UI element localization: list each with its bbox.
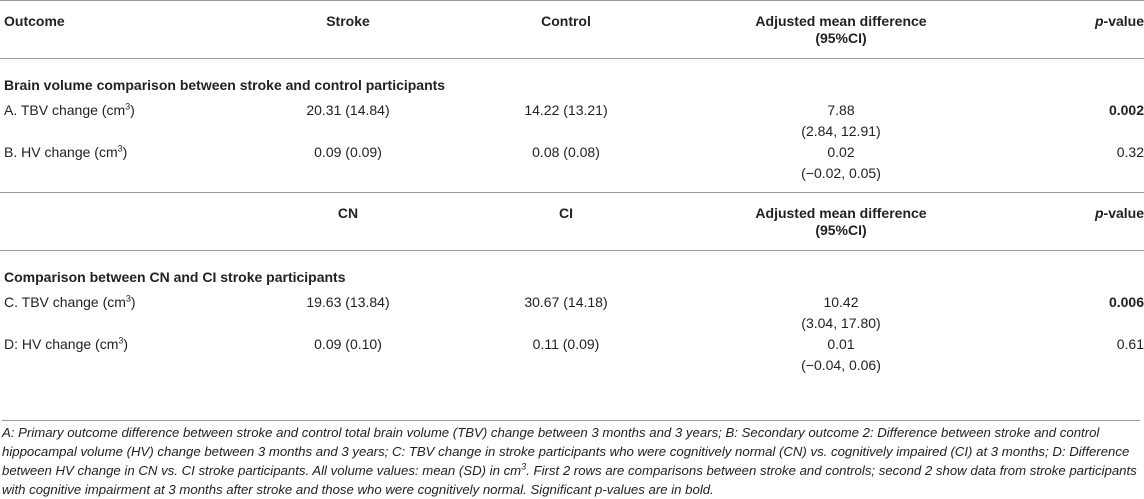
row-c-diff: 10.42 (3.04, 17.80) xyxy=(686,292,996,334)
row-a-sup: 3 xyxy=(125,101,131,112)
row-c-ci: (3.04, 17.80) xyxy=(801,315,881,331)
row-a-stroke: 20.31 (14.84) xyxy=(306,102,390,118)
footnote-text-after: . First 2 rows are comparisons between s… xyxy=(2,463,1137,497)
row-b-ci: (−0.02, 0.05) xyxy=(801,165,881,181)
header-outcome: Outcome xyxy=(4,13,65,29)
header-adjusted-line2: (95%CI) xyxy=(815,30,867,46)
row-c-sup: 3 xyxy=(125,293,131,304)
row-b-close: ) xyxy=(122,144,128,160)
header-adjusted-mean-difference: Adjusted mean difference (95%CI) xyxy=(686,1,996,59)
row-b-stroke: 0.09 (0.09) xyxy=(314,144,382,160)
header-adjusted-line1: Adjusted mean difference xyxy=(755,13,927,29)
subheader-adjusted-line1: Adjusted mean difference xyxy=(755,205,927,221)
row-d-diff-value: 0.01 xyxy=(827,336,855,352)
table-row-b: B. HV change (cm3) 0.09 (0.09) 0.08 (0.0… xyxy=(0,142,1144,193)
table-footnote: A: Primary outcome difference between st… xyxy=(2,420,1140,499)
table-header-row: Outcome Stroke Control Adjusted mean dif… xyxy=(0,0,1144,59)
subheader-p-rest: -value xyxy=(1103,205,1144,221)
header-stroke: Stroke xyxy=(326,13,370,29)
subheader-adjusted-mean-difference: Adjusted mean difference (95%CI) xyxy=(686,193,996,251)
row-b-p-value: 0.32 xyxy=(1116,144,1144,160)
row-c-cn: 19.63 (13.84) xyxy=(306,294,390,310)
row-c-label: C. TBV change (cm3) xyxy=(0,292,250,334)
row-d-label: D: HV change (cm3) xyxy=(0,334,250,376)
row-d-sup: 3 xyxy=(118,335,124,346)
row-a-control: 14.22 (13.21) xyxy=(524,102,608,118)
row-c-close: ) xyxy=(130,294,136,310)
row-b-sup: 3 xyxy=(117,143,123,154)
table-subheader-row: CN CI Adjusted mean difference (95%CI) p… xyxy=(0,193,1144,251)
row-a-ci: (2.84, 12.91) xyxy=(801,123,881,139)
row-b-diff: 0.02 (−0.02, 0.05) xyxy=(686,142,996,193)
row-a-label-text: A. TBV change (cm xyxy=(4,102,126,118)
subheader-p-italic: p xyxy=(1094,205,1104,221)
row-c-label-text: C. TBV change (cm xyxy=(4,294,126,310)
row-b-diff-value: 0.02 xyxy=(827,144,855,160)
section-row-2: Comparison between CN and CI stroke part… xyxy=(0,251,1144,293)
header-control: Control xyxy=(541,13,591,29)
table-row-c: C. TBV change (cm3) 19.63 (13.84) 30.67 … xyxy=(0,292,1144,334)
subheader-adjusted-line2: (95%CI) xyxy=(815,222,867,238)
row-a-label: A. TBV change (cm3) xyxy=(0,100,250,142)
row-a-p-value: 0.002 xyxy=(1108,102,1144,118)
table-row-a: A. TBV change (cm3) 20.31 (14.84) 14.22 … xyxy=(0,100,1144,142)
table-row-d: D: HV change (cm3) 0.09 (0.10) 0.11 (0.0… xyxy=(0,334,1144,376)
row-c-ci-value: 30.67 (14.18) xyxy=(524,294,608,310)
header-p-rest: -value xyxy=(1103,13,1144,29)
row-b-label-text: B. HV change (cm xyxy=(4,144,118,160)
footnote-text-before: A: Primary outcome difference between st… xyxy=(2,425,1130,478)
row-d-ci: (−0.04, 0.06) xyxy=(801,357,881,373)
row-d-cn: 0.09 (0.10) xyxy=(314,336,382,352)
row-b-label: B. HV change (cm3) xyxy=(0,142,250,193)
header-p-value: p-value xyxy=(996,1,1144,59)
row-a-close: ) xyxy=(130,102,135,118)
row-c-diff-value: 10.42 xyxy=(823,294,859,310)
row-d-close: ) xyxy=(123,336,129,352)
row-b-control: 0.08 (0.08) xyxy=(532,144,600,160)
row-a-diff-value: 7.88 xyxy=(827,102,855,118)
header-cn: CN xyxy=(337,205,359,221)
header-ci: CI xyxy=(559,205,573,221)
subheader-blank xyxy=(0,193,250,251)
row-d-p-value: 0.61 xyxy=(1116,336,1144,352)
subheader-p-value: p-value xyxy=(996,193,1144,251)
row-c-p-value: 0.006 xyxy=(1108,294,1144,310)
results-table: Outcome Stroke Control Adjusted mean dif… xyxy=(0,0,1144,376)
row-d-diff: 0.01 (−0.04, 0.06) xyxy=(686,334,996,376)
header-p-italic: p xyxy=(1094,13,1104,29)
row-d-label-text: D: HV change (cm xyxy=(4,336,119,352)
row-a-diff: 7.88 (2.84, 12.91) xyxy=(686,100,996,142)
row-d-ci-value: 0.11 (0.09) xyxy=(532,336,600,352)
section-title-1: Brain volume comparison between stroke a… xyxy=(4,77,446,93)
section-title-2: Comparison between CN and CI stroke part… xyxy=(4,269,346,285)
section-row-1: Brain volume comparison between stroke a… xyxy=(0,59,1144,101)
footnote-sup: 3 xyxy=(521,461,527,472)
